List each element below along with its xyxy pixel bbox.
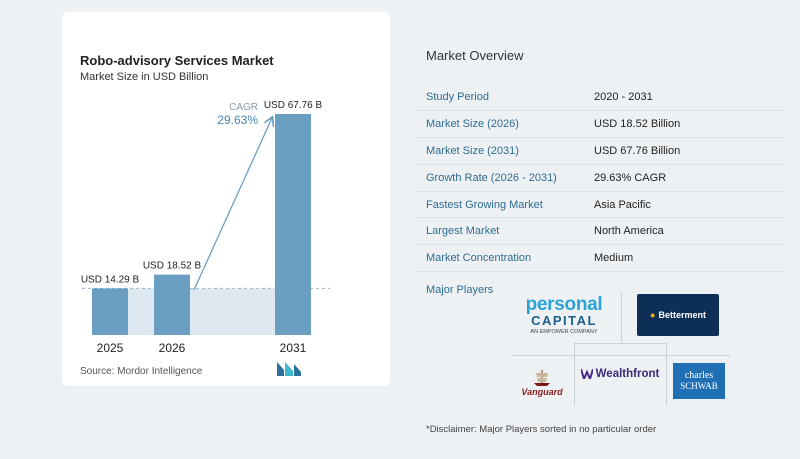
mordor-logo-icon [277, 362, 301, 376]
vanguard-logo: Vanguard [517, 366, 567, 400]
wealthfront-icon [580, 369, 593, 379]
ship-icon [534, 370, 550, 386]
bar [92, 288, 128, 335]
table-row: Study Period 2020 - 2031 [416, 84, 786, 112]
table-row: Market Concentration Medium [416, 244, 786, 273]
logo-divider [666, 343, 667, 405]
disclaimer: *Disclaimer: Major Players sorted in no … [426, 424, 657, 435]
overview-title: Market Overview [426, 48, 524, 63]
cagr-value: 29.63% [217, 113, 258, 127]
table-row: Growth Rate (2026 - 2031) 29.63% CAGR [416, 164, 786, 192]
data-label: USD 14.29 B [81, 274, 140, 285]
betterment-logo: ● Betterment [637, 294, 719, 336]
data-label: USD 18.52 B [143, 261, 202, 272]
logo-divider [621, 292, 622, 342]
bar [275, 114, 311, 335]
overview-table: Study Period 2020 - 2031 Market Size (202… [416, 84, 786, 273]
cagr-arrow [193, 118, 272, 291]
logo-divider [512, 355, 730, 356]
table-row: Largest Market North America [416, 217, 786, 246]
source-note: Source: Mordor Intelligence [80, 366, 203, 377]
x-tick-label: 2025 [97, 341, 124, 355]
major-players-label: Major Players [426, 284, 494, 296]
bar-chart: USD 14.29 B 2025 USD 18.52 B 2026 USD 67.76 … [81, 100, 330, 355]
x-tick-label: 2031 [280, 341, 307, 355]
cagr-label: CAGR [229, 102, 258, 113]
logo-divider [574, 343, 575, 405]
table-row: Market Size (2031) USD 67.76 Billion [416, 137, 786, 165]
chart-subtitle: Market Size in USD Billion [80, 71, 209, 83]
personal-capital-logo: personal CAPITAL AN EMPOWER COMPANY [525, 294, 603, 335]
growth-band [128, 288, 275, 335]
logo-divider [574, 343, 666, 344]
betterment-icon: ● [650, 310, 656, 320]
wealthfront-logo: Wealthfront [576, 362, 664, 386]
x-tick-label: 2026 [159, 341, 186, 355]
chart-title: Robo-advisory Services Market [80, 53, 274, 68]
table-row: Fastest Growing Market Asia Pacific [416, 191, 786, 219]
bar [154, 274, 190, 335]
charles-schwab-logo: charles SCHWAB [673, 363, 725, 399]
table-row: Market Size (2026) USD 18.52 Billion [416, 110, 786, 139]
data-label: USD 67.76 B [264, 100, 323, 111]
